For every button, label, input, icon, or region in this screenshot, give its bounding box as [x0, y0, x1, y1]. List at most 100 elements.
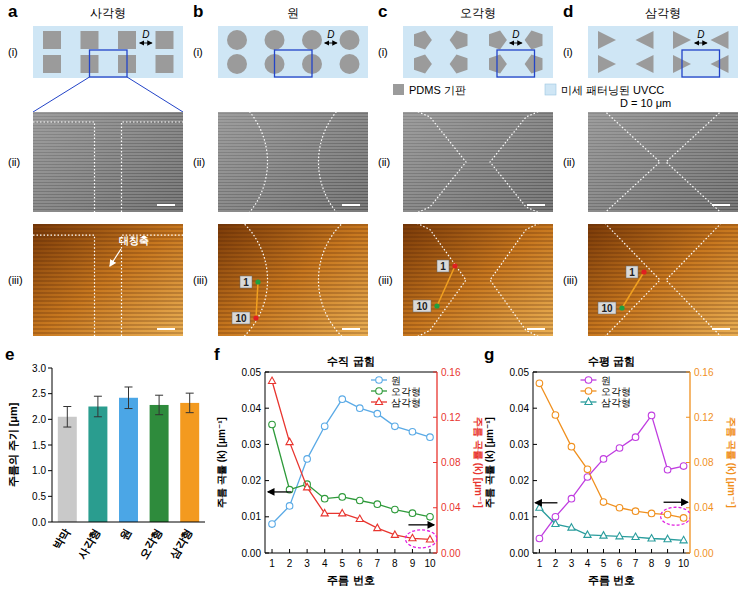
- data-point: [374, 524, 381, 531]
- plot-area: [268, 377, 437, 548]
- y-tick-label: 0.5: [32, 491, 46, 502]
- point-label: 1: [629, 267, 635, 278]
- sem-ground: [403, 112, 553, 212]
- y2-tick-label: 0.08: [441, 457, 461, 468]
- error-cap: [155, 395, 163, 396]
- data-point: [600, 499, 607, 506]
- highlight-box: [497, 50, 535, 77]
- data-point: [584, 466, 591, 473]
- x-tick-label: 4: [585, 558, 591, 569]
- highlight-box: [275, 50, 313, 77]
- y-tick-label: 0.01: [242, 511, 262, 522]
- y-tick-label: 0.01: [510, 511, 530, 522]
- point-label: 1: [440, 261, 446, 272]
- y-tick: [265, 372, 269, 373]
- legend-marker: [375, 398, 382, 405]
- point-label: 10: [416, 301, 428, 312]
- trace-point: [452, 263, 457, 268]
- y-tick: [533, 408, 537, 409]
- series-line: [272, 399, 430, 524]
- pdms-square: [81, 31, 99, 49]
- data-point: [269, 421, 276, 428]
- shape-outline: [33, 122, 95, 212]
- pdms-square: [118, 31, 136, 49]
- point-label-box: [240, 276, 252, 288]
- gap-label: D: [327, 29, 334, 40]
- series-line: [272, 381, 430, 539]
- data-point: [339, 509, 346, 516]
- legend-marker: [376, 388, 383, 395]
- shape-outline: [403, 224, 466, 336]
- afm-ground: [218, 224, 368, 336]
- bars: [58, 398, 199, 522]
- highlight-ellipse: [405, 530, 437, 548]
- data-point: [616, 532, 623, 539]
- sem-image: [33, 112, 183, 212]
- point-label: 10: [235, 313, 247, 324]
- data-point: [427, 514, 434, 521]
- bar: [119, 398, 138, 522]
- bar: [150, 405, 169, 522]
- row-label: (iii): [563, 274, 578, 286]
- y2-tick-label: 0.00: [694, 548, 714, 559]
- legend-swatch: [393, 84, 404, 95]
- legend-marker: [585, 388, 592, 395]
- y2-tick: [433, 462, 437, 463]
- error-stem: [128, 387, 129, 409]
- gap-label: D: [697, 29, 704, 40]
- pdms-square: [43, 55, 61, 73]
- shape-outline: [218, 112, 268, 212]
- y2-tick-label: 0.16: [441, 367, 461, 378]
- x-tick: [307, 549, 308, 553]
- y2-tick-label: 0.12: [694, 412, 714, 423]
- scale-bar: [342, 204, 360, 206]
- x-tick: [342, 549, 343, 553]
- legend-label: 오각형: [391, 386, 421, 397]
- afm-image: [33, 224, 183, 336]
- trace-point: [434, 303, 439, 308]
- annotation-arrow: [110, 249, 121, 266]
- x-axis-title: 주름 번호: [588, 574, 635, 586]
- pdms-circle: [340, 54, 360, 74]
- panel-letter: a: [8, 2, 18, 21]
- y-tick: [265, 516, 269, 517]
- data-point: [339, 396, 346, 403]
- x-tick-label: 8: [649, 558, 655, 569]
- shape-outline: [33, 235, 95, 336]
- data-point: [269, 521, 276, 528]
- error-cap: [155, 414, 163, 415]
- x-tick-label: 4: [322, 558, 328, 569]
- pdms-pentagon: [414, 55, 432, 74]
- highlight-box: [682, 50, 720, 77]
- pdms-square: [43, 31, 61, 49]
- error-bar: [94, 396, 102, 417]
- y-axis-title: 주름 곡률 (k) [μm⁻¹]: [216, 417, 227, 508]
- legend-label: 삼각형: [391, 397, 421, 408]
- y2-tick: [686, 417, 690, 418]
- pdms-triangle: [636, 55, 654, 73]
- pdms-pentagon: [489, 31, 507, 50]
- data-point: [648, 412, 655, 419]
- shape-outline: [490, 112, 553, 212]
- legend: 원오각형삼각형: [581, 375, 631, 408]
- gap-arrow: [140, 43, 152, 44]
- error-cap: [63, 427, 71, 428]
- schematic: [588, 26, 738, 78]
- legend-label: 오각형: [601, 386, 631, 397]
- row-label: (ii): [563, 156, 575, 168]
- row-label: (i): [193, 46, 203, 58]
- row-label: (ii): [193, 156, 205, 168]
- x-axis: [533, 553, 690, 554]
- x-tick: [324, 549, 325, 553]
- shape-outline: [122, 122, 184, 212]
- x-tick: [555, 549, 556, 553]
- shape-outline: [588, 224, 660, 336]
- y-tick: [265, 444, 269, 445]
- pdms-pentagon: [525, 55, 543, 74]
- chart-title: 수평 굽힘: [588, 355, 635, 367]
- data-point: [304, 456, 311, 463]
- pdms-triangle: [673, 31, 691, 49]
- data-point: [680, 515, 687, 522]
- scale-bar: [342, 328, 360, 330]
- afm-ground: [33, 224, 183, 336]
